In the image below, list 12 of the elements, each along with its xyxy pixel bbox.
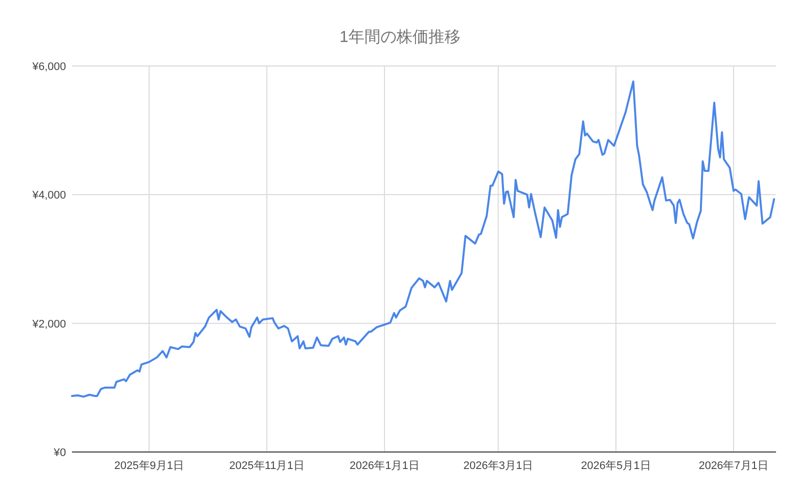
y-tick-label: ¥0 [52,447,66,459]
x-tick-label: 2025年9月1日 [114,460,184,472]
x-tick-label: 2026年3月1日 [463,460,534,472]
y-tick-label: ¥4,000 [31,190,66,202]
y-tick-label: ¥6,000 [31,61,66,73]
x-tick-label: 2026年7月1日 [698,460,768,472]
x-tick-label: 2026年5月1日 [581,460,651,472]
chart-title: 1年間の株価推移 [340,28,460,46]
y-tick-label: ¥2,000 [31,318,66,330]
line-series [71,80,776,398]
x-tick-label: 2025年11月1日 [229,460,304,472]
x-tick-label: 2026年1月1日 [350,460,420,472]
